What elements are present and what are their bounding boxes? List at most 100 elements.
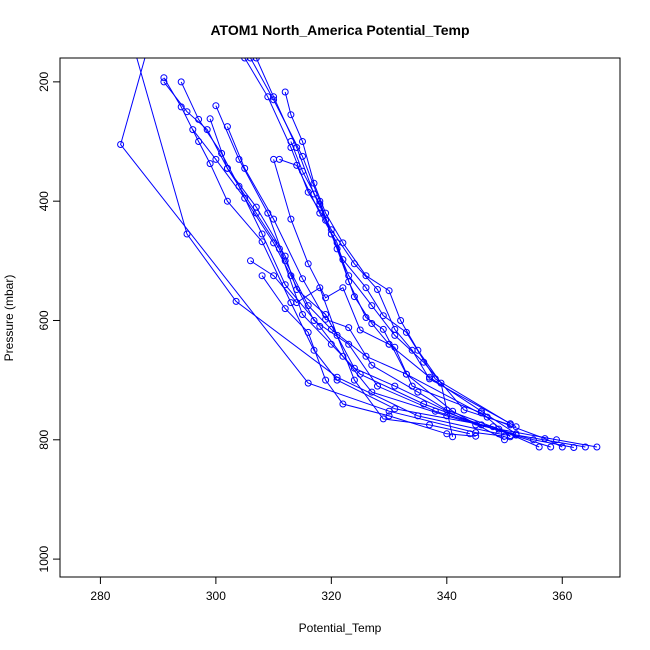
data-point [183, 108, 191, 116]
data-point [350, 364, 358, 372]
data-point [443, 430, 451, 438]
data-point [247, 58, 254, 62]
data-point [241, 58, 249, 62]
series-14 [275, 155, 508, 444]
data-point [223, 123, 231, 131]
series-line [290, 141, 517, 435]
x-tick-label: 300 [206, 589, 226, 603]
data-point [472, 432, 480, 440]
data-point [558, 443, 566, 451]
data-point [426, 373, 433, 381]
series-line [120, 58, 505, 437]
data-point [339, 284, 347, 292]
data-point [252, 203, 260, 211]
data-point [391, 382, 399, 390]
data-point [391, 343, 399, 351]
data-point [368, 320, 376, 327]
series-8 [212, 102, 566, 451]
data-point [299, 167, 306, 175]
x-tick-label: 340 [437, 589, 457, 603]
data-point [132, 49, 138, 55]
series-line [279, 158, 505, 441]
data-point [368, 302, 376, 310]
series-6 [189, 126, 589, 451]
data-point [362, 352, 370, 360]
data-point [368, 361, 376, 369]
x-tick-label: 280 [90, 589, 110, 603]
y-tick-label: 600 [37, 310, 51, 330]
series-line [226, 126, 517, 436]
data-point [235, 155, 243, 163]
data-point [379, 415, 387, 423]
data-point [316, 200, 324, 208]
data-point [270, 93, 278, 101]
data-point [247, 257, 254, 265]
series-17 [247, 257, 474, 438]
y-axis: 200 400 600 800 1000 [37, 72, 60, 572]
y-tick-label: 400 [37, 191, 51, 211]
data-point [362, 284, 370, 292]
series-9 [223, 123, 520, 439]
data-point [374, 286, 381, 293]
data-point [581, 443, 589, 451]
data-point [472, 421, 480, 429]
data-point [322, 315, 330, 323]
series-11 [247, 58, 514, 429]
data-point [310, 179, 318, 187]
data-point [368, 388, 376, 396]
data-point [350, 293, 358, 301]
data-point [281, 252, 289, 260]
data-point [385, 340, 393, 348]
data-point [449, 407, 457, 415]
data-point [391, 405, 399, 413]
data-point [270, 272, 278, 280]
series-2 [117, 49, 508, 440]
data-point [258, 230, 266, 238]
data-point [350, 376, 358, 384]
data-point [466, 430, 474, 438]
data-point [144, 49, 150, 55]
data-point [223, 197, 231, 205]
series-layer [117, 49, 601, 451]
data-point [258, 272, 266, 280]
data-point [223, 164, 231, 172]
series-line [136, 58, 511, 437]
data-point [177, 78, 185, 86]
series-line [255, 58, 517, 428]
data-point [402, 370, 410, 378]
y-tick-label: 1000 [37, 545, 51, 572]
data-point [322, 209, 330, 217]
series-18 [258, 272, 480, 440]
data-point [299, 275, 306, 283]
x-tick-label: 320 [321, 589, 341, 603]
data-point [327, 325, 335, 333]
data-point [160, 74, 168, 82]
data-point [512, 423, 520, 431]
series-16 [287, 138, 520, 438]
data-point [195, 115, 203, 123]
data-point [420, 400, 428, 408]
data-point [316, 284, 324, 292]
series-line [250, 260, 471, 435]
series-3 [160, 74, 543, 451]
data-point [241, 164, 249, 172]
data-point [241, 194, 249, 202]
data-point [160, 78, 168, 86]
data-point [206, 160, 214, 168]
chart-title: ATOM1 North_America Potential_Temp [210, 22, 469, 38]
data-point [287, 215, 295, 223]
data-point [281, 281, 289, 289]
data-point [299, 138, 306, 145]
series-line [273, 159, 511, 438]
series-line [261, 275, 476, 437]
y-tick-label: 200 [37, 72, 51, 92]
data-point [489, 423, 497, 431]
data-point [270, 215, 278, 223]
data-point [362, 272, 370, 280]
data-point [553, 436, 560, 444]
data-point [287, 111, 295, 119]
data-point [310, 317, 318, 324]
data-point [304, 379, 312, 387]
data-point [322, 294, 330, 302]
